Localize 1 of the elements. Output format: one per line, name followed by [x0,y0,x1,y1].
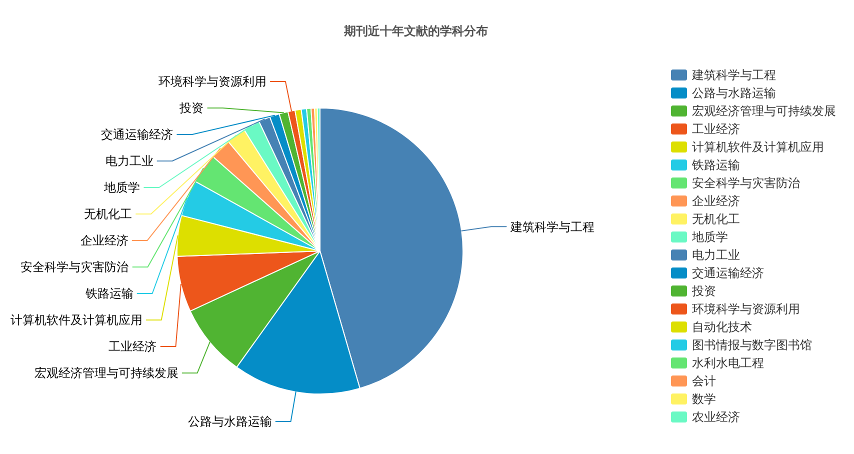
title: 期刊近十年文献的学科分布 [344,24,488,38]
